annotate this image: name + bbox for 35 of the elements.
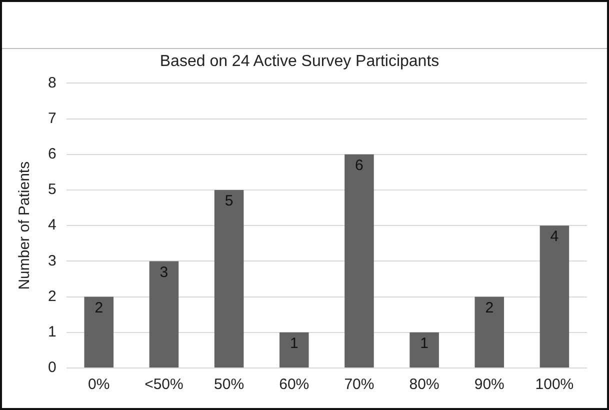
x-tick-label: <50% (144, 376, 184, 394)
x-tick-label: 80% (409, 376, 440, 394)
bar (84, 296, 114, 368)
y-tick-label: 8 (48, 74, 56, 92)
chart-title: Based on 24 Active Survey Participants (160, 53, 440, 70)
data-label: 1 (290, 335, 298, 352)
data-label: 1 (420, 335, 428, 352)
x-tick-label: 90% (474, 376, 504, 394)
bar (214, 190, 244, 368)
y-tick-label: 3 (48, 252, 56, 270)
x-tick-label: 50% (214, 376, 244, 394)
data-label: 4 (550, 228, 559, 246)
bar (474, 296, 504, 368)
data-label: 5 (224, 192, 234, 210)
data-label: 2 (485, 299, 494, 316)
x-tick-label: 60% (279, 376, 310, 394)
bar (149, 261, 179, 368)
x-tick-label: 100% (535, 376, 574, 394)
y-tick-label: 2 (48, 288, 56, 305)
y-tick-label: 5 (48, 181, 56, 198)
bar (279, 332, 309, 368)
x-tick-label: 70% (344, 376, 374, 394)
y-tick-label: 7 (48, 110, 56, 127)
bar (410, 332, 439, 368)
x-tick-label: 0% (88, 376, 110, 394)
data-label: 2 (94, 299, 104, 316)
y-tick-label: 0 (48, 359, 56, 376)
bar (540, 226, 570, 368)
y-tick-label: 1 (48, 324, 56, 341)
y-tick-label: 6 (48, 146, 56, 163)
y-tick-label: 4 (48, 216, 56, 234)
bar (344, 154, 374, 368)
y-axis-title: Number of Patients (16, 161, 34, 290)
data-label: 3 (160, 264, 168, 281)
data-label: 6 (355, 157, 364, 174)
